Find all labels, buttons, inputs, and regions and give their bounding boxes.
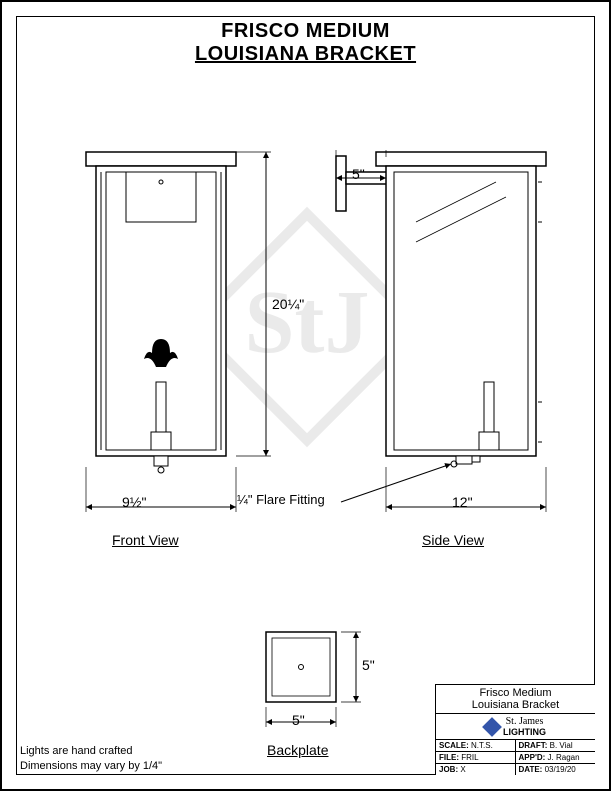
fitting-label: ¼" Flare Fitting: [237, 492, 325, 507]
tb-scale-val: N.T.S.: [471, 741, 493, 750]
tb-company1: St. James: [503, 716, 546, 727]
side-view-group: [336, 152, 546, 467]
note-line1: Lights are hand crafted: [20, 744, 162, 758]
front-view-group: [86, 152, 236, 473]
tb-date-val: 03/19/20: [545, 765, 576, 774]
tb-name1: Frisco Medium: [438, 687, 593, 699]
tb-file-lbl: FILE:: [439, 753, 459, 762]
side-view-label: Side View: [422, 532, 484, 548]
backplate-group: [266, 632, 336, 702]
tb-draft-lbl: DRAFT:: [519, 741, 548, 750]
note-line2: Dimensions may vary by 1/4": [20, 759, 162, 773]
dim-backplate-h: [341, 632, 361, 702]
front-view-label: Front View: [112, 532, 179, 548]
dim-bp-w-text: 5": [292, 712, 305, 728]
notes: Lights are hand crafted Dimensions may v…: [20, 744, 162, 773]
tb-draft-val: B. Vial: [550, 741, 573, 750]
title-line1: FRISCO MEDIUM: [2, 20, 609, 43]
diamond-icon: [482, 717, 502, 737]
tb-date-lbl: DATE:: [519, 765, 543, 774]
backplate-label: Backplate: [267, 742, 328, 758]
dim-frontwidth-text: 9½": [122, 494, 146, 510]
flare-fitting-leader: [341, 464, 451, 502]
tb-job-lbl: JOB:: [439, 765, 458, 774]
tb-appd-val: J. Ragan: [548, 753, 580, 762]
tb-job-val: X: [460, 765, 465, 774]
titleblock: Frisco Medium Louisiana Bracket St. Jame…: [435, 684, 595, 775]
tb-name2: Louisiana Bracket: [438, 699, 593, 711]
title-area: FRISCO MEDIUM LOUISIANA BRACKET: [2, 20, 609, 66]
tb-company2: LIGHTING: [503, 727, 546, 737]
dim-bp-h-text: 5": [362, 657, 375, 673]
dim-bracket-text: 5": [352, 166, 365, 182]
dim-sidedepth-text: 12": [452, 494, 473, 510]
dim-front-width: [86, 467, 236, 512]
page: FRISCO MEDIUM LOUISIANA BRACKET StJ: [0, 0, 611, 791]
tb-appd-lbl: APP'D:: [519, 753, 546, 762]
dim-height: [236, 152, 271, 456]
dim-height-text: 20¼": [272, 296, 304, 312]
tb-file-val: FRIL: [461, 753, 478, 762]
tb-scale-lbl: SCALE:: [439, 741, 469, 750]
title-line2: LOUISIANA BRACKET: [2, 43, 609, 66]
